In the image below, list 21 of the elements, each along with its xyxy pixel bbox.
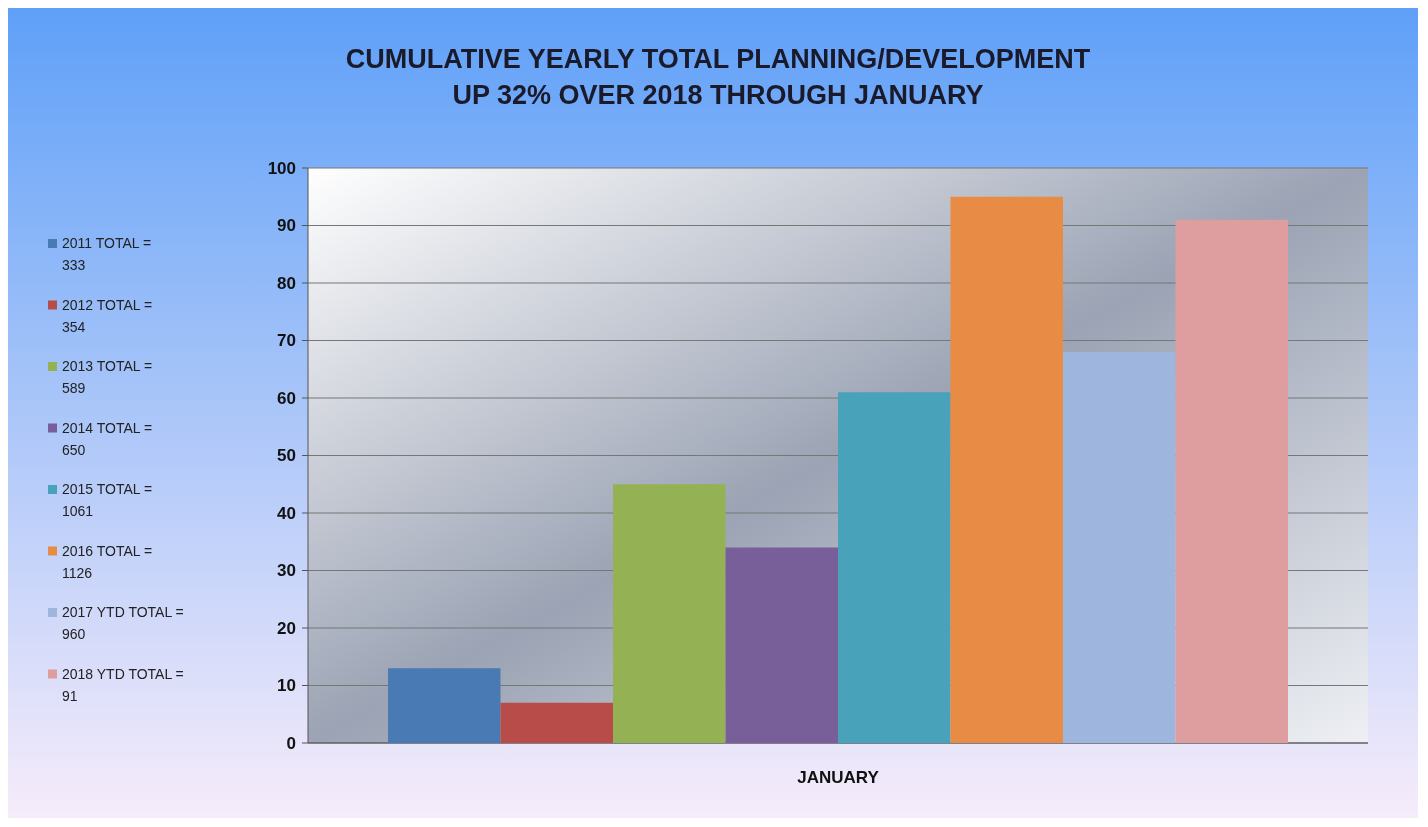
legend-label: 2017 YTD TOTAL = 960 bbox=[62, 604, 184, 642]
legend-label: 2011 TOTAL = 333 bbox=[62, 235, 152, 273]
legend-label: 2014 TOTAL = 650 bbox=[62, 419, 153, 458]
y-tick-label: 0 bbox=[286, 733, 296, 753]
y-tick-label: 90 bbox=[277, 216, 296, 236]
y-tick-label: 40 bbox=[277, 503, 296, 523]
legend-label: 2018 YTD TOTAL = 91 bbox=[62, 665, 184, 704]
y-tick-label: 20 bbox=[277, 618, 296, 638]
x-tick-label: JANUARY bbox=[797, 768, 880, 787]
chart-title: CUMULATIVE YEARLY TOTAL PLANNING/DEVELOPMENT UP 32% OVER 2018 THROUGH JANUARY bbox=[345, 44, 1091, 110]
legend-label: 2013 TOTAL = 589 bbox=[62, 358, 153, 396]
legend-label: 2015 TOTAL = 1061 bbox=[62, 481, 153, 519]
y-tick-label: 30 bbox=[277, 561, 296, 581]
y-tick-label: 10 bbox=[277, 676, 296, 696]
y-tick-label: 50 bbox=[277, 446, 296, 466]
legend-label: 2012 TOTAL = 354 bbox=[62, 296, 153, 335]
y-tick-label: 100 bbox=[267, 158, 296, 178]
y-tick-label: 60 bbox=[277, 388, 296, 408]
y-tick-label: 80 bbox=[277, 273, 296, 293]
legend-label: 2016 TOTAL = 1126 bbox=[62, 542, 153, 581]
y-tick-label: 70 bbox=[277, 331, 296, 351]
